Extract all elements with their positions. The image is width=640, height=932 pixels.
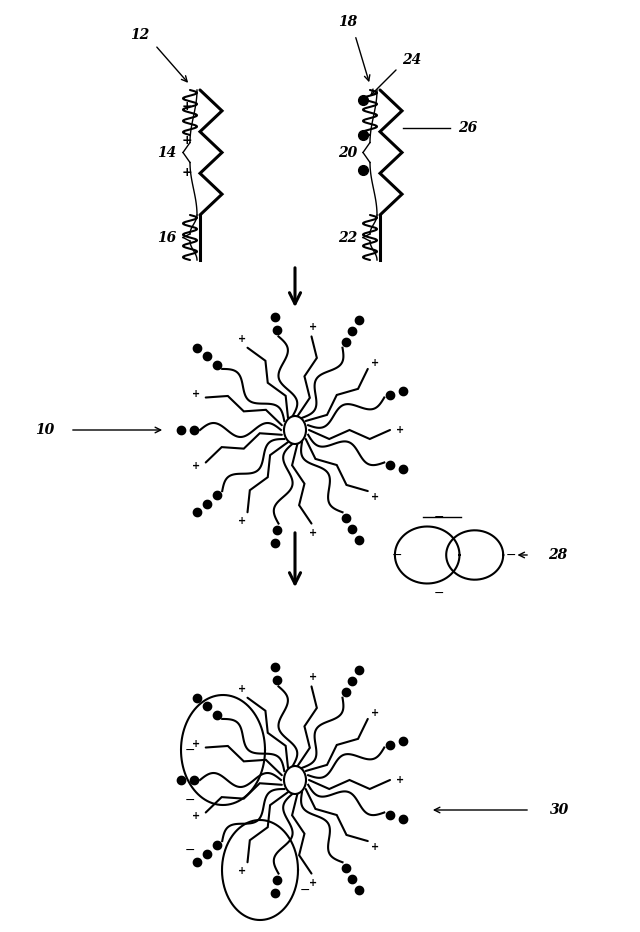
Text: +: + [192, 739, 200, 749]
Text: 24: 24 [403, 53, 422, 67]
Text: +: + [371, 843, 380, 853]
Text: +: + [192, 811, 200, 821]
Text: +: + [371, 492, 380, 502]
Text: +: + [309, 672, 317, 681]
Text: +: + [309, 878, 317, 888]
Text: −: − [185, 793, 195, 806]
Text: +: + [192, 389, 200, 399]
Text: −: − [300, 884, 310, 897]
Text: −: − [433, 586, 444, 599]
Text: −: − [433, 511, 444, 524]
Text: +: + [192, 461, 200, 471]
Text: +: + [309, 322, 317, 332]
Text: 18: 18 [339, 15, 358, 29]
Text: 20: 20 [339, 146, 358, 160]
Text: +: + [396, 775, 404, 785]
Text: +: + [371, 707, 380, 718]
Text: +: + [239, 516, 246, 526]
Text: +: + [239, 866, 246, 876]
Text: +: + [182, 167, 192, 180]
Text: +: + [371, 358, 380, 367]
Text: −: − [392, 549, 402, 561]
Text: 16: 16 [157, 231, 177, 245]
Ellipse shape [284, 766, 306, 794]
Text: 12: 12 [131, 28, 150, 42]
Text: −: − [506, 549, 516, 561]
Text: −: − [185, 843, 195, 857]
Text: +: + [239, 334, 246, 344]
Text: 30: 30 [550, 803, 570, 817]
Text: −: − [185, 744, 195, 757]
Text: +: + [182, 101, 192, 114]
Text: 28: 28 [548, 548, 568, 562]
Text: +: + [239, 684, 246, 694]
Ellipse shape [284, 416, 306, 444]
Text: +: + [309, 528, 317, 539]
Text: 26: 26 [458, 121, 477, 135]
Text: 10: 10 [35, 423, 54, 437]
Text: +: + [396, 425, 404, 435]
Text: +: + [182, 133, 192, 146]
Text: 14: 14 [157, 146, 177, 160]
Text: 22: 22 [339, 231, 358, 245]
